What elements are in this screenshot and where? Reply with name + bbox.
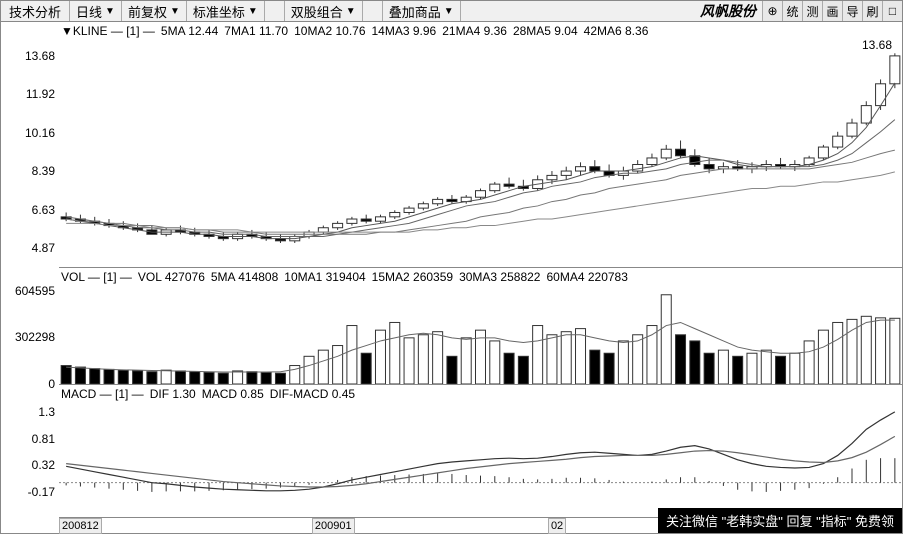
menu-5[interactable]: [363, 1, 383, 21]
tool-btn-2[interactable]: 测: [802, 1, 822, 21]
app-title: 技术分析: [1, 1, 70, 21]
macd-legend: MACD — [1] —DIF 1.30MACD 0.85DIF-MACD 0.…: [61, 387, 361, 401]
stock-name: 风帆股份: [694, 1, 762, 21]
promo-banner: 关注微信 "老韩实盘" 回复 "指标" 免费领: [658, 508, 902, 533]
menu-6[interactable]: 叠加商品▼: [383, 1, 461, 21]
tool-btn-0[interactable]: ⊕: [762, 1, 782, 21]
tool-btn-4[interactable]: 导: [842, 1, 862, 21]
menu-1[interactable]: 前复权▼: [122, 1, 187, 21]
volume-legend: VOL — [1] —VOL 4270765MA 41480810MA1 319…: [61, 270, 634, 284]
chevron-down-icon: ▼: [245, 6, 258, 17]
chevron-down-icon: ▼: [167, 6, 180, 17]
tool-btn-3[interactable]: 画: [822, 1, 842, 21]
chart-area: ▼KLINE — [1] —5MA 12.447MA1 11.7010MA2 1…: [0, 22, 903, 534]
macd-panel[interactable]: MACD — [1] —DIF 1.30MACD 0.85DIF-MACD 0.…: [1, 385, 902, 515]
tool-btn-5[interactable]: 刷: [862, 1, 882, 21]
volume-panel[interactable]: VOL — [1] —VOL 4270765MA 41480810MA1 319…: [1, 268, 902, 384]
tool-btn-6[interactable]: □: [882, 1, 902, 21]
chevron-down-icon: ▼: [102, 6, 115, 17]
menu-4[interactable]: 双股组合▼: [285, 1, 363, 21]
tool-btn-1[interactable]: 统: [782, 1, 802, 21]
kline-panel[interactable]: ▼KLINE — [1] —5MA 12.447MA1 11.7010MA2 1…: [1, 22, 902, 267]
chevron-down-icon: ▼: [343, 6, 356, 17]
kline-legend: ▼KLINE — [1] —5MA 12.447MA1 11.7010MA2 1…: [61, 24, 654, 38]
toolbar: 技术分析 日线▼前复权▼标准坐标▼ 双股组合▼ 叠加商品▼ 风帆股份 ⊕统测画导刷□: [0, 0, 903, 22]
menu-0[interactable]: 日线▼: [70, 1, 122, 21]
chevron-down-icon: ▼: [441, 6, 454, 17]
menu-2[interactable]: 标准坐标▼: [187, 1, 265, 21]
last-price: 13.68: [862, 38, 892, 52]
menu-3[interactable]: [265, 1, 285, 21]
